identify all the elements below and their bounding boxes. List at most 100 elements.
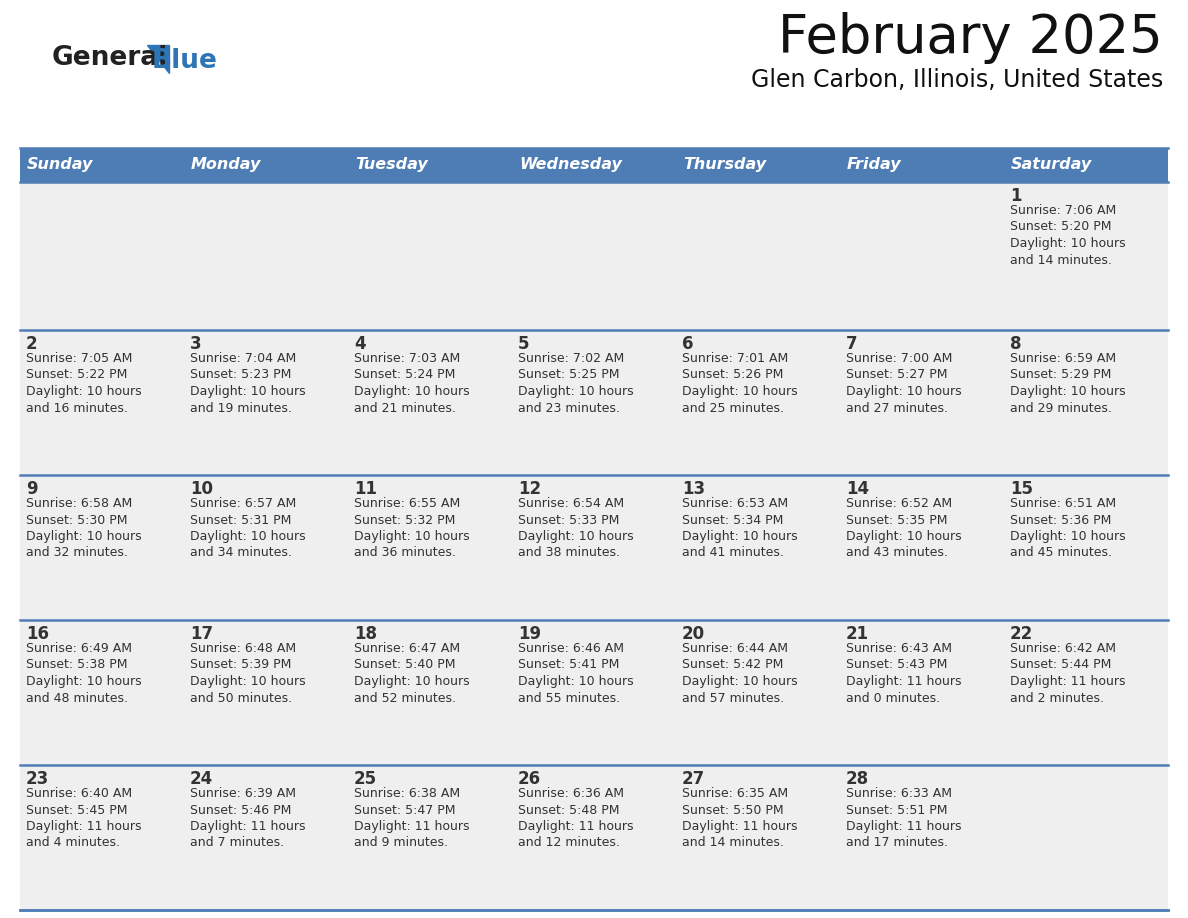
Bar <box>676 148 840 182</box>
Text: 18: 18 <box>354 625 377 643</box>
Bar <box>512 620 676 765</box>
Bar <box>348 620 512 765</box>
Bar <box>1004 182 1168 330</box>
Bar <box>840 330 1004 475</box>
Text: Thursday: Thursday <box>683 158 766 173</box>
Text: 3: 3 <box>190 335 202 353</box>
Text: Sunrise: 6:55 AM
Sunset: 5:32 PM
Daylight: 10 hours
and 36 minutes.: Sunrise: 6:55 AM Sunset: 5:32 PM Dayligh… <box>354 497 469 559</box>
Bar <box>20 765 184 910</box>
Bar <box>348 148 512 182</box>
Text: Sunrise: 6:51 AM
Sunset: 5:36 PM
Daylight: 10 hours
and 45 minutes.: Sunrise: 6:51 AM Sunset: 5:36 PM Dayligh… <box>1010 497 1125 559</box>
Bar <box>184 620 348 765</box>
Text: Saturday: Saturday <box>1011 158 1092 173</box>
Bar <box>676 182 840 330</box>
Text: Blue: Blue <box>152 48 217 74</box>
Bar <box>676 620 840 765</box>
Text: Sunrise: 6:38 AM
Sunset: 5:47 PM
Daylight: 11 hours
and 9 minutes.: Sunrise: 6:38 AM Sunset: 5:47 PM Dayligh… <box>354 787 469 849</box>
Text: Sunrise: 6:44 AM
Sunset: 5:42 PM
Daylight: 10 hours
and 57 minutes.: Sunrise: 6:44 AM Sunset: 5:42 PM Dayligh… <box>682 642 797 704</box>
Bar <box>20 148 184 182</box>
Text: Sunday: Sunday <box>27 158 94 173</box>
Bar <box>840 475 1004 620</box>
Text: 23: 23 <box>26 770 49 788</box>
Bar <box>20 620 184 765</box>
Text: 28: 28 <box>846 770 870 788</box>
Text: Tuesday: Tuesday <box>355 158 428 173</box>
Text: Sunrise: 6:49 AM
Sunset: 5:38 PM
Daylight: 10 hours
and 48 minutes.: Sunrise: 6:49 AM Sunset: 5:38 PM Dayligh… <box>26 642 141 704</box>
Text: 6: 6 <box>682 335 694 353</box>
Text: 1: 1 <box>1010 187 1022 205</box>
Bar <box>1004 765 1168 910</box>
Bar <box>840 620 1004 765</box>
Bar <box>184 475 348 620</box>
Text: Sunrise: 7:00 AM
Sunset: 5:27 PM
Daylight: 10 hours
and 27 minutes.: Sunrise: 7:00 AM Sunset: 5:27 PM Dayligh… <box>846 352 961 415</box>
Bar <box>676 330 840 475</box>
Text: 13: 13 <box>682 480 706 498</box>
Text: Sunrise: 6:35 AM
Sunset: 5:50 PM
Daylight: 11 hours
and 14 minutes.: Sunrise: 6:35 AM Sunset: 5:50 PM Dayligh… <box>682 787 797 849</box>
Text: Wednesday: Wednesday <box>519 158 621 173</box>
Text: Sunrise: 6:54 AM
Sunset: 5:33 PM
Daylight: 10 hours
and 38 minutes.: Sunrise: 6:54 AM Sunset: 5:33 PM Dayligh… <box>518 497 633 559</box>
Bar <box>676 765 840 910</box>
Text: 24: 24 <box>190 770 214 788</box>
Polygon shape <box>147 45 169 73</box>
Text: 4: 4 <box>354 335 366 353</box>
Bar <box>1004 330 1168 475</box>
Text: Sunrise: 6:59 AM
Sunset: 5:29 PM
Daylight: 10 hours
and 29 minutes.: Sunrise: 6:59 AM Sunset: 5:29 PM Dayligh… <box>1010 352 1125 415</box>
Text: 15: 15 <box>1010 480 1034 498</box>
Text: Sunrise: 6:42 AM
Sunset: 5:44 PM
Daylight: 11 hours
and 2 minutes.: Sunrise: 6:42 AM Sunset: 5:44 PM Dayligh… <box>1010 642 1125 704</box>
Bar <box>184 330 348 475</box>
Text: General: General <box>52 45 169 71</box>
Text: Friday: Friday <box>847 158 902 173</box>
Text: 12: 12 <box>518 480 541 498</box>
Text: 21: 21 <box>846 625 870 643</box>
Bar <box>840 182 1004 330</box>
Bar <box>1004 148 1168 182</box>
Bar <box>348 765 512 910</box>
Text: 14: 14 <box>846 480 870 498</box>
Text: Sunrise: 6:33 AM
Sunset: 5:51 PM
Daylight: 11 hours
and 17 minutes.: Sunrise: 6:33 AM Sunset: 5:51 PM Dayligh… <box>846 787 961 849</box>
Bar <box>1004 620 1168 765</box>
Text: 10: 10 <box>190 480 213 498</box>
Text: Sunrise: 6:46 AM
Sunset: 5:41 PM
Daylight: 10 hours
and 55 minutes.: Sunrise: 6:46 AM Sunset: 5:41 PM Dayligh… <box>518 642 633 704</box>
Bar <box>348 475 512 620</box>
Text: 25: 25 <box>354 770 377 788</box>
Text: 11: 11 <box>354 480 377 498</box>
Text: Sunrise: 6:47 AM
Sunset: 5:40 PM
Daylight: 10 hours
and 52 minutes.: Sunrise: 6:47 AM Sunset: 5:40 PM Dayligh… <box>354 642 469 704</box>
Text: 9: 9 <box>26 480 38 498</box>
Text: Sunrise: 6:52 AM
Sunset: 5:35 PM
Daylight: 10 hours
and 43 minutes.: Sunrise: 6:52 AM Sunset: 5:35 PM Dayligh… <box>846 497 961 559</box>
Text: 16: 16 <box>26 625 49 643</box>
Text: 17: 17 <box>190 625 213 643</box>
Text: 26: 26 <box>518 770 541 788</box>
Text: 27: 27 <box>682 770 706 788</box>
Text: 5: 5 <box>518 335 530 353</box>
Text: Sunrise: 6:48 AM
Sunset: 5:39 PM
Daylight: 10 hours
and 50 minutes.: Sunrise: 6:48 AM Sunset: 5:39 PM Dayligh… <box>190 642 305 704</box>
Text: Sunrise: 6:39 AM
Sunset: 5:46 PM
Daylight: 11 hours
and 7 minutes.: Sunrise: 6:39 AM Sunset: 5:46 PM Dayligh… <box>190 787 305 849</box>
Text: Sunrise: 7:01 AM
Sunset: 5:26 PM
Daylight: 10 hours
and 25 minutes.: Sunrise: 7:01 AM Sunset: 5:26 PM Dayligh… <box>682 352 797 415</box>
Text: Sunrise: 6:58 AM
Sunset: 5:30 PM
Daylight: 10 hours
and 32 minutes.: Sunrise: 6:58 AM Sunset: 5:30 PM Dayligh… <box>26 497 141 559</box>
Text: Sunrise: 6:43 AM
Sunset: 5:43 PM
Daylight: 11 hours
and 0 minutes.: Sunrise: 6:43 AM Sunset: 5:43 PM Dayligh… <box>846 642 961 704</box>
Text: 8: 8 <box>1010 335 1022 353</box>
Bar <box>20 330 184 475</box>
Text: 22: 22 <box>1010 625 1034 643</box>
Text: Glen Carbon, Illinois, United States: Glen Carbon, Illinois, United States <box>751 68 1163 92</box>
Text: 20: 20 <box>682 625 706 643</box>
Bar <box>20 475 184 620</box>
Text: Monday: Monday <box>191 158 261 173</box>
Text: Sunrise: 7:02 AM
Sunset: 5:25 PM
Daylight: 10 hours
and 23 minutes.: Sunrise: 7:02 AM Sunset: 5:25 PM Dayligh… <box>518 352 633 415</box>
Text: Sunrise: 6:57 AM
Sunset: 5:31 PM
Daylight: 10 hours
and 34 minutes.: Sunrise: 6:57 AM Sunset: 5:31 PM Dayligh… <box>190 497 305 559</box>
Bar <box>184 182 348 330</box>
Text: Sunrise: 7:03 AM
Sunset: 5:24 PM
Daylight: 10 hours
and 21 minutes.: Sunrise: 7:03 AM Sunset: 5:24 PM Dayligh… <box>354 352 469 415</box>
Bar <box>512 148 676 182</box>
Text: Sunrise: 7:06 AM
Sunset: 5:20 PM
Daylight: 10 hours
and 14 minutes.: Sunrise: 7:06 AM Sunset: 5:20 PM Dayligh… <box>1010 204 1125 266</box>
Text: 7: 7 <box>846 335 858 353</box>
Text: Sunrise: 7:04 AM
Sunset: 5:23 PM
Daylight: 10 hours
and 19 minutes.: Sunrise: 7:04 AM Sunset: 5:23 PM Dayligh… <box>190 352 305 415</box>
Bar <box>676 475 840 620</box>
Bar <box>840 765 1004 910</box>
Bar <box>512 475 676 620</box>
Text: 19: 19 <box>518 625 541 643</box>
Bar <box>184 765 348 910</box>
Text: Sunrise: 6:40 AM
Sunset: 5:45 PM
Daylight: 11 hours
and 4 minutes.: Sunrise: 6:40 AM Sunset: 5:45 PM Dayligh… <box>26 787 141 849</box>
Bar <box>512 182 676 330</box>
Bar <box>184 148 348 182</box>
Bar <box>348 182 512 330</box>
Text: Sunrise: 6:36 AM
Sunset: 5:48 PM
Daylight: 11 hours
and 12 minutes.: Sunrise: 6:36 AM Sunset: 5:48 PM Dayligh… <box>518 787 633 849</box>
